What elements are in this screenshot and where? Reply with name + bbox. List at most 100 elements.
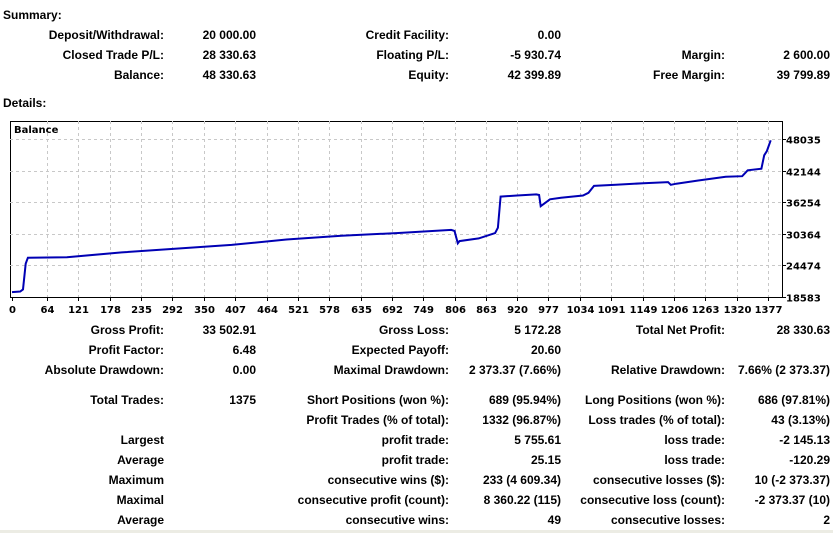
- stat-label: Gross Loss:: [378, 323, 449, 337]
- stat-value: [164, 431, 256, 449]
- y-tick-label: 48035: [786, 136, 821, 147]
- stat-value: 48 330.63: [202, 68, 256, 82]
- x-tick-label: 521: [288, 305, 309, 316]
- x-tick-label: 1263: [692, 305, 720, 316]
- details-row: Maximum consecutive wins ($): 233 (4 609.3…: [0, 471, 830, 489]
- stat-value: -2 145.13: [779, 433, 830, 447]
- x-tick-label: 292: [162, 305, 183, 316]
- stat-label: Loss trades (% of total):: [588, 413, 725, 427]
- stat-value: 42 399.89: [507, 68, 561, 82]
- stat-label: Total Net Profit:: [635, 323, 725, 337]
- stat-value: -120.29: [789, 453, 830, 467]
- stat-value: [164, 451, 256, 469]
- details-heading: Details:: [3, 96, 47, 110]
- x-tick-label: 1377: [755, 305, 783, 316]
- x-tick-label: 121: [68, 305, 89, 316]
- stat-value: 686 (97.81%): [757, 393, 830, 407]
- stat-label: Relative Drawdown:: [610, 363, 725, 377]
- stat-value: 10 (-2 373.37): [754, 473, 830, 487]
- stat-value: [725, 341, 830, 359]
- stat-value: 0.00: [232, 363, 256, 377]
- stat-label: Margin:: [681, 48, 725, 62]
- x-tick-label: 235: [131, 305, 152, 316]
- stat-value: 0.00: [537, 28, 561, 42]
- stat-value: -2 373.37 (10): [754, 493, 830, 507]
- stat-label: Balance:: [113, 68, 164, 82]
- details-row: Maximal consecutive profit (count): 8 360.…: [0, 491, 830, 509]
- balance-chart: 0 64 121 178 235 292 350 407 464 521 578 635 692 749 8…: [9, 121, 821, 316]
- stat-label: Equity:: [408, 68, 449, 82]
- stat-value: 20 000.00: [202, 28, 256, 42]
- stat-label: Closed Trade P/L:: [62, 48, 164, 62]
- stat-label: Gross Profit:: [90, 323, 164, 337]
- x-tick-label: 635: [351, 305, 372, 316]
- stat-label: Average: [117, 453, 164, 467]
- details-row: Total Trades: 1375 Short Positions (won %)…: [0, 391, 830, 409]
- x-tick-label: 863: [476, 305, 497, 316]
- stat-value: 20.60: [530, 343, 561, 357]
- plot-frame: [10, 121, 783, 298]
- stat-value: 2: [823, 513, 830, 527]
- stat-value: 43 (3.13%): [771, 413, 830, 427]
- stat-label: [561, 341, 725, 359]
- stat-value: 2 600.00: [783, 48, 830, 62]
- stat-label: Floating P/L:: [376, 48, 449, 62]
- x-tick-label: 977: [538, 305, 559, 316]
- stat-value: 28 330.63: [776, 323, 830, 337]
- stat-label: Maximal Drawdown:: [333, 363, 449, 377]
- x-tick-label: 178: [100, 305, 121, 316]
- stat-value: -5 930.74: [510, 48, 561, 62]
- y-tick-label: 36254: [786, 199, 821, 210]
- x-tick-label: 0: [9, 305, 16, 316]
- stat-label: consecutive wins:: [345, 513, 449, 527]
- x-tick-label: 578: [319, 305, 340, 316]
- stat-value: 39 799.89: [776, 68, 830, 82]
- stat-value: 1375: [229, 393, 256, 407]
- stat-label: profit trade:: [381, 433, 449, 447]
- stat-value: 49: [547, 513, 561, 527]
- stat-label: Total Trades:: [90, 393, 164, 407]
- summary-heading: Summary:: [3, 8, 62, 22]
- stat-label: Deposit/Withdrawal:: [48, 28, 164, 42]
- stat-label: consecutive profit (count):: [297, 493, 449, 507]
- x-tick-label: 1091: [598, 305, 626, 316]
- stat-value: 233 (4 609.34): [482, 473, 561, 487]
- stat-value: 8 360.22 (115): [483, 493, 561, 507]
- x-tick-label: 920: [507, 305, 528, 316]
- stat-value: 1332 (96.87%): [482, 413, 561, 427]
- stat-value: 25.15: [530, 453, 561, 467]
- stat-label: loss trade:: [664, 453, 725, 467]
- stat-label: Profit Factor:: [88, 343, 164, 357]
- x-tick-label: 64: [41, 305, 55, 316]
- footer-bar: [0, 530, 833, 533]
- x-tick-label: 806: [445, 305, 466, 316]
- stat-label: Long Positions (won %):: [585, 393, 725, 407]
- details-row: Absolute Drawdown: 0.00 Maximal Drawdown: 2…: [0, 361, 830, 379]
- details-row: Gross Profit: 33 502.91 Gross Loss: 5 172.2…: [0, 321, 830, 339]
- y-tick-label: 42144: [786, 168, 821, 179]
- x-tick-label: 1206: [661, 305, 689, 316]
- stat-label: Maximal: [116, 493, 164, 507]
- stat-value: 7.66% (2 373.37): [737, 363, 830, 377]
- stat-value: 6.48: [232, 343, 256, 357]
- stat-value: 28 330.63: [202, 48, 256, 62]
- stat-value: [725, 26, 830, 44]
- details-row: Average consecutive wins: 49 consecutive lo…: [0, 511, 830, 529]
- stat-label: Profit Trades (% of total):: [306, 413, 449, 427]
- stat-label: consecutive loss (count):: [580, 493, 725, 507]
- y-tick-label: 30364: [786, 231, 821, 242]
- stat-label: consecutive losses:: [610, 513, 725, 527]
- summary-row: Deposit/Withdrawal: 20 000.00 Credit Facil…: [0, 26, 830, 44]
- stat-label: consecutive wins ($):: [327, 473, 449, 487]
- stat-label: [0, 411, 164, 429]
- stat-value: 5 172.28: [514, 323, 561, 337]
- stat-value: [164, 411, 256, 429]
- stat-label: Average: [117, 513, 164, 527]
- balance-line: [11, 139, 772, 294]
- stat-label: [561, 26, 725, 44]
- stat-label: Largest: [120, 433, 164, 447]
- x-tick-label: 1034: [567, 305, 595, 316]
- details-row: Profit Trades (% of total): 1332 (96.87%)…: [0, 411, 830, 429]
- stat-label: Credit Facility:: [365, 28, 449, 42]
- stat-label: Short Positions (won %):: [307, 393, 449, 407]
